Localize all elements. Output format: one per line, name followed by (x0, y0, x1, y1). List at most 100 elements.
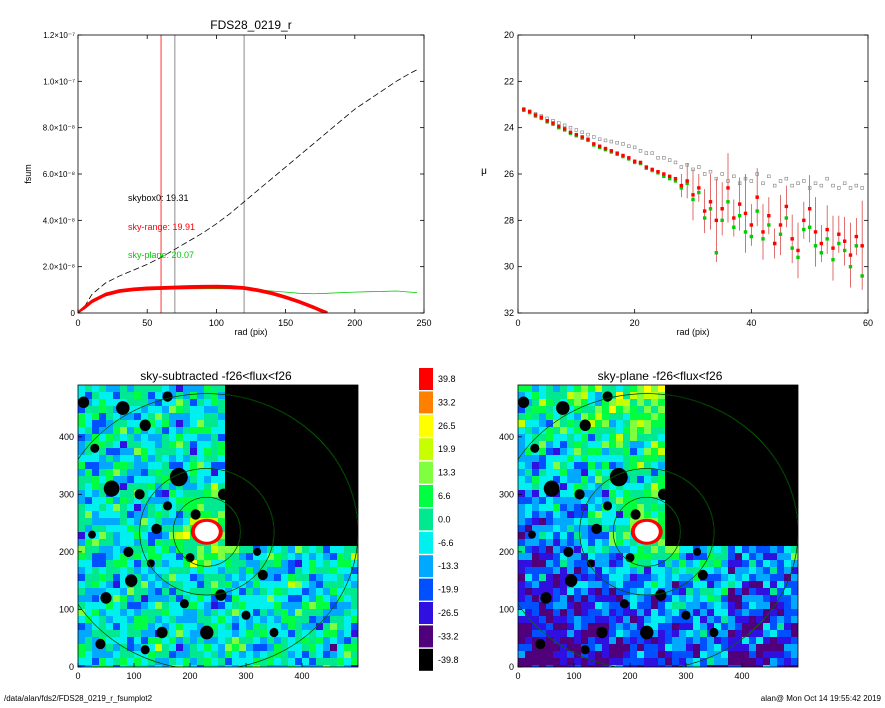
image-pixel (260, 560, 267, 567)
data-point (819, 241, 824, 246)
image-pixel (246, 490, 253, 497)
image-pixel (777, 413, 784, 420)
image-pixel (99, 658, 106, 665)
image-pixel (309, 504, 316, 511)
image-pixel (106, 392, 113, 399)
image-pixel (113, 476, 120, 483)
image-pixel (609, 420, 616, 427)
image-pixel (169, 637, 176, 644)
image-pixel (609, 539, 616, 546)
image-pixel (232, 630, 239, 637)
image-pixel (239, 518, 246, 525)
image-pixel (616, 504, 623, 511)
image-pixel (784, 567, 791, 574)
image-pixel (553, 560, 560, 567)
image-pixel (665, 602, 672, 609)
image-pixel (651, 448, 658, 455)
image-pixel (323, 588, 330, 595)
image-pixel (295, 539, 302, 546)
image-pixel (274, 532, 281, 539)
image-pixel (344, 385, 351, 392)
image-pixel (742, 553, 749, 560)
image-pixel (253, 392, 260, 399)
image-pixel (763, 504, 770, 511)
image-pixel (92, 574, 99, 581)
image-pixel (190, 420, 197, 427)
data-point (743, 176, 748, 181)
image-pixel (225, 483, 232, 490)
image-pixel (316, 476, 323, 483)
image-pixel (85, 567, 92, 574)
image-pixel (232, 651, 239, 658)
image-pixel (777, 658, 784, 665)
image-pixel (92, 462, 99, 469)
image-pixel (707, 546, 714, 553)
image-pixel (176, 455, 183, 462)
image-pixel (602, 609, 609, 616)
image-pixel (651, 483, 658, 490)
image-pixel (288, 665, 295, 667)
image-pixel (267, 595, 274, 602)
data-point (679, 165, 684, 169)
image-pixel (141, 469, 148, 476)
image-pixel (791, 609, 798, 616)
masked-source (116, 401, 130, 415)
image-pixel (113, 392, 120, 399)
image-pixel (679, 448, 686, 455)
image-pixel (714, 637, 721, 644)
image-pixel (665, 497, 672, 504)
image-pixel (588, 406, 595, 413)
image-pixel (148, 567, 155, 574)
image-pixel (721, 420, 728, 427)
image-pixel (679, 420, 686, 427)
image-pixel (791, 553, 798, 560)
image-pixel (581, 434, 588, 441)
masked-source (257, 569, 268, 581)
image-pixel (218, 651, 225, 658)
image-pixel (756, 567, 763, 574)
image-pixel (330, 504, 337, 511)
image-pixel (525, 448, 532, 455)
image-pixel (295, 420, 302, 427)
image-pixel (351, 539, 358, 546)
image-pixel (525, 560, 532, 567)
image-pixel (295, 532, 302, 539)
image-pixel (99, 525, 106, 532)
image-pixel (777, 609, 784, 616)
image-pixel (204, 616, 211, 623)
image-pixel (714, 469, 721, 476)
colorbar-label: 0.0 (438, 514, 451, 524)
image-pixel (78, 616, 85, 623)
image-pixel (658, 406, 665, 413)
image-pixel (155, 441, 162, 448)
image-pixel (679, 588, 686, 595)
image-pixel (735, 392, 742, 399)
image-pixel (78, 525, 85, 532)
image-pixel (127, 448, 134, 455)
image-pixel (784, 574, 791, 581)
image-pixel (274, 448, 281, 455)
image-pixel (344, 532, 351, 539)
image-pixel (239, 413, 246, 420)
image-pixel (106, 644, 113, 651)
image-pixel (651, 385, 658, 392)
image-pixel (784, 406, 791, 413)
image-pixel (225, 385, 232, 392)
image-pixel (749, 497, 756, 504)
image-pixel (204, 448, 211, 455)
image-pixel (763, 609, 770, 616)
image-pixel (211, 462, 218, 469)
y-tick-label: 8.0×10⁻⁸ (43, 124, 75, 133)
image-pixel (700, 602, 707, 609)
image-pixel (728, 574, 735, 581)
image-pixel (735, 525, 742, 532)
image-pixel (539, 588, 546, 595)
image-pixel (665, 455, 672, 462)
image-pixel (134, 644, 141, 651)
image-pixel (211, 658, 218, 665)
image-pixel (749, 462, 756, 469)
image-pixel (85, 546, 92, 553)
image-pixel (190, 637, 197, 644)
image-pixel (609, 623, 616, 630)
